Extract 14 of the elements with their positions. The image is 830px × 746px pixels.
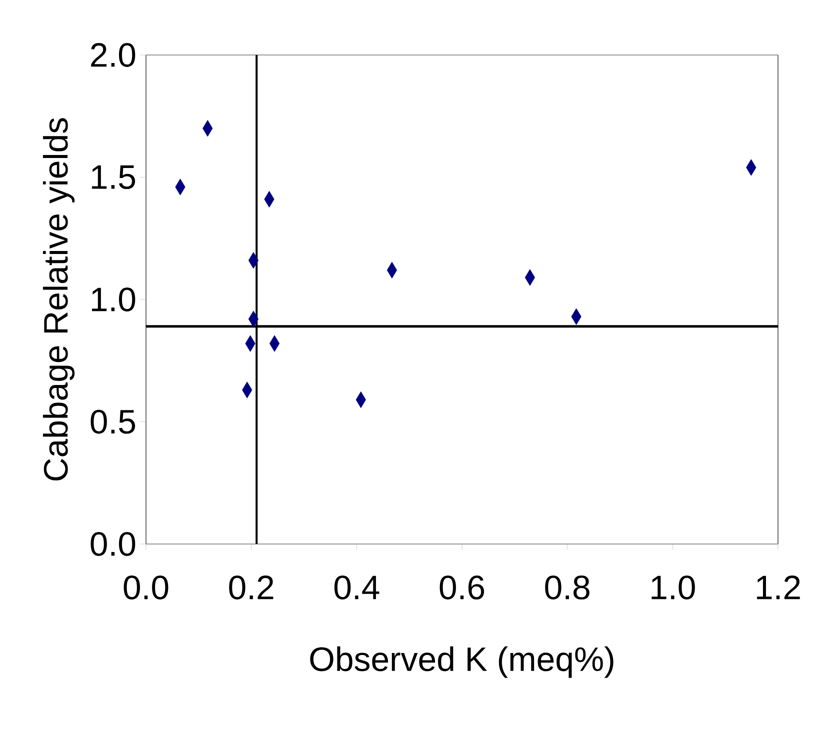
x-tick-label: 0.4	[334, 576, 380, 600]
x-tick-label: 0.0	[124, 576, 168, 600]
y-tick-label: 0.0	[90, 532, 136, 556]
x-tick-label: 1.2	[757, 576, 800, 600]
x-tick-label: 1.0	[652, 576, 695, 600]
y-tick-label: 1.5	[92, 165, 136, 190]
x-tick-label: 0.2	[229, 576, 274, 600]
x-tick-label: 0.6	[440, 576, 484, 600]
y-tick-label: 0.5	[90, 410, 136, 434]
x-axis-title: Observed K (meq%)	[310, 646, 614, 678]
y-tick-label: 2.0	[91, 43, 136, 67]
y-tick-label: 1.0	[92, 288, 136, 312]
y-axis-title: Cabbage Relative yields	[42, 118, 75, 480]
x-tick-label: 0.8	[545, 576, 590, 600]
